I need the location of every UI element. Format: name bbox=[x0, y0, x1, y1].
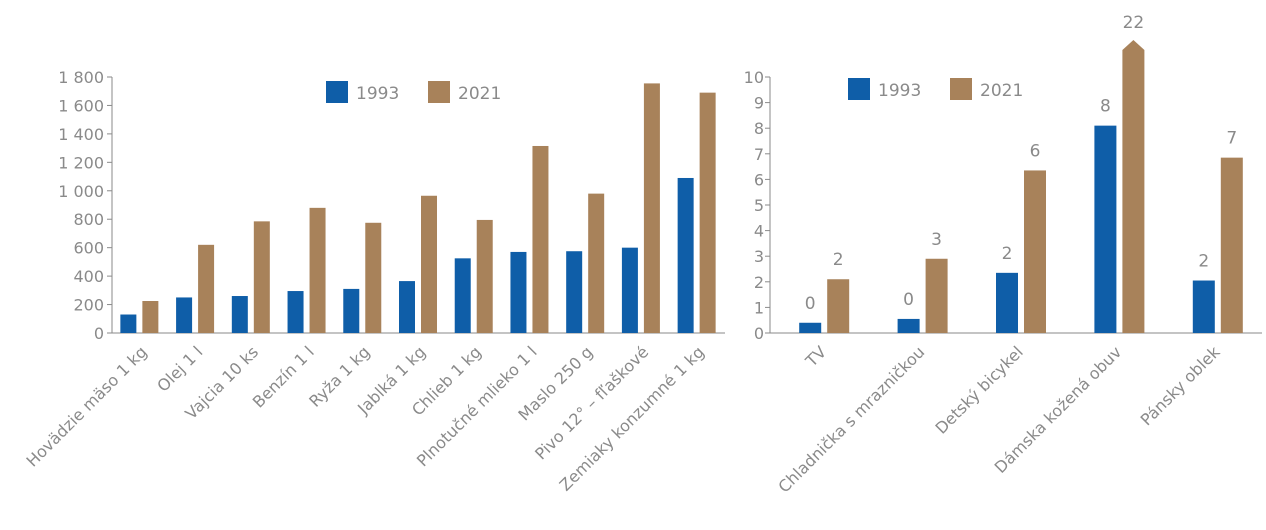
bar-2021 bbox=[699, 92, 716, 334]
y-tick-label: 800 bbox=[73, 210, 104, 229]
y-tick-label: 3 bbox=[754, 247, 764, 266]
bar-1993 bbox=[231, 296, 248, 333]
y-tick-label: 1 200 bbox=[58, 153, 104, 172]
legend-label: 2021 bbox=[980, 81, 1023, 101]
chart-2: 0 1 2 3 4 5 6 7 8 9 10 0 2 TV 0 3 Chladnička s mrazničko… bbox=[744, 13, 1262, 496]
legend: 1993 2021 bbox=[326, 81, 501, 104]
legend-swatch-2021 bbox=[428, 81, 450, 103]
bar-1993 bbox=[1192, 280, 1215, 333]
y-tick-label: 5 bbox=[754, 196, 764, 215]
chart-1: 0 200 400 600 800 1 000 1 200 1 400 1 600 1 800 Ho… bbox=[22, 68, 725, 495]
category-label: Hovädzie mäso 1 kg bbox=[22, 342, 150, 470]
y-tick-label: 600 bbox=[73, 239, 104, 258]
bar-1993 bbox=[343, 288, 360, 333]
bar-1993 bbox=[510, 251, 527, 333]
bar-2021 bbox=[1220, 157, 1243, 333]
legend-label: 2021 bbox=[458, 84, 501, 104]
category-label: Pánsky oblek bbox=[1137, 342, 1224, 429]
legend-label: 1993 bbox=[356, 84, 399, 104]
data-label: 6 bbox=[1030, 141, 1041, 161]
bar-1993 bbox=[677, 177, 694, 333]
legend: 1993 2021 bbox=[848, 78, 1023, 101]
bar-2021 bbox=[827, 279, 850, 333]
legend-swatch-2021 bbox=[950, 78, 972, 100]
bar-1993 bbox=[621, 247, 638, 333]
data-label: 3 bbox=[931, 230, 942, 250]
bar-1993 bbox=[1094, 125, 1117, 333]
y-tick-label: 9 bbox=[754, 94, 764, 113]
bar-1993 bbox=[454, 258, 471, 333]
bar-2021 bbox=[421, 195, 437, 333]
y-tick-label: 1 600 bbox=[58, 96, 104, 115]
data-label: 2 bbox=[1198, 252, 1209, 272]
y-tick-label: 1 000 bbox=[58, 182, 104, 201]
y-tick-label: 1 400 bbox=[58, 125, 104, 144]
bar-2021 bbox=[588, 193, 605, 333]
bar-2021 bbox=[1024, 170, 1046, 333]
y-tick-label: 6 bbox=[754, 170, 764, 189]
bar-1993 bbox=[799, 322, 822, 333]
data-label: 2 bbox=[833, 250, 844, 270]
bar-1993 bbox=[287, 291, 304, 333]
bar-1993 bbox=[399, 281, 415, 333]
y-tick-label: 400 bbox=[73, 267, 104, 286]
legend-label: 1993 bbox=[878, 81, 921, 101]
bar-1993 bbox=[566, 251, 583, 333]
category-label: Detský bicykel bbox=[931, 342, 1026, 437]
y-tick-label: 2 bbox=[754, 273, 764, 292]
bar-1993 bbox=[176, 297, 193, 333]
bar-2021 bbox=[253, 221, 270, 333]
bar-1993 bbox=[897, 318, 920, 333]
bar-2021 bbox=[476, 219, 493, 333]
y-tick-label: 0 bbox=[754, 324, 764, 343]
y-tick-label: 4 bbox=[754, 222, 764, 241]
y-tick-label: 10 bbox=[744, 68, 764, 87]
bar-1993 bbox=[996, 272, 1018, 333]
bar-2021 bbox=[1122, 40, 1145, 333]
data-label: 2 bbox=[1002, 244, 1013, 264]
y-tick-label: 8 bbox=[754, 119, 764, 138]
bar-2021 bbox=[142, 301, 159, 333]
bar-2021 bbox=[925, 258, 948, 333]
bar-2021 bbox=[198, 244, 215, 333]
data-label: 8 bbox=[1100, 97, 1111, 117]
data-label: 0 bbox=[805, 294, 816, 314]
data-label: 0 bbox=[903, 290, 914, 310]
bar-2021 bbox=[365, 222, 382, 333]
bar-1993 bbox=[120, 314, 137, 333]
category-label: Benzín 1 l bbox=[249, 342, 318, 411]
data-label: 7 bbox=[1226, 129, 1237, 149]
legend-swatch-1993 bbox=[326, 81, 348, 103]
y-tick-label: 7 bbox=[754, 145, 764, 164]
legend-swatch-1993 bbox=[848, 78, 870, 100]
y-tick-label: 200 bbox=[73, 296, 104, 315]
bar-2021 bbox=[532, 145, 549, 333]
y-tick-label: 0 bbox=[94, 324, 104, 343]
y-tick-label: 1 800 bbox=[58, 68, 104, 87]
category-label: Chladnička s mrazničkou bbox=[774, 342, 928, 496]
category-label: TV bbox=[801, 342, 830, 371]
y-tick-label: 1 bbox=[754, 298, 764, 317]
category-label: Olej 1 l bbox=[153, 342, 206, 395]
bar-2021 bbox=[309, 207, 326, 333]
data-label: 22 bbox=[1123, 13, 1145, 33]
bar-2021 bbox=[643, 83, 660, 334]
